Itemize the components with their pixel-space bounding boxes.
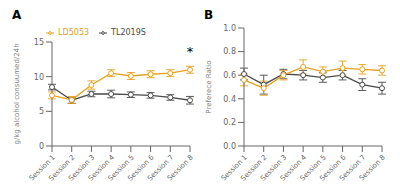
svg-text:0.4: 0.4 (223, 95, 236, 104)
svg-text:Session 1: Session 1 (27, 153, 57, 183)
svg-text:Session 3: Session 3 (67, 153, 97, 183)
svg-text:5: 5 (39, 107, 44, 116)
html-text:TL2019S: TL2019S (111, 28, 146, 37)
svg-text:Session 4: Session 4 (278, 153, 309, 183)
svg-text:15: 15 (34, 38, 44, 47)
svg-text:0.0: 0.0 (223, 142, 236, 151)
svg-text:Session 5: Session 5 (106, 153, 136, 183)
svg-text:0.8: 0.8 (223, 47, 236, 56)
svg-text:Session 3: Session 3 (259, 153, 289, 183)
svg-text:Session 8: Session 8 (358, 153, 387, 182)
svg-text:1.0: 1.0 (223, 24, 236, 33)
svg-text:Session 7: Session 7 (145, 153, 176, 183)
svg-text:Session 2: Session 2 (239, 153, 269, 183)
svg-text:Session 4: Session 4 (86, 153, 117, 183)
svg-text:0.6: 0.6 (223, 71, 236, 80)
svg-text:10: 10 (34, 73, 44, 82)
html-text:B: B (204, 8, 214, 22)
svg-text:Session 8: Session 8 (166, 153, 195, 182)
svg-text:Session 7: Session 7 (337, 153, 368, 183)
html-text:A: A (12, 8, 22, 22)
svg-text:*: * (187, 44, 194, 59)
svg-text:Preferece Ratio: Preferece Ratio (205, 60, 213, 113)
svg-text:Session 1: Session 1 (219, 153, 249, 183)
svg-text:0: 0 (39, 142, 44, 151)
svg-text:Session 6: Session 6 (126, 153, 156, 183)
svg-text:Session 5: Session 5 (298, 153, 328, 183)
svg-text:Session 6: Session 6 (318, 153, 348, 183)
svg-text:Session 2: Session 2 (47, 153, 77, 183)
svg-text:0.2: 0.2 (223, 118, 236, 127)
html-text:LD5053: LD5053 (58, 28, 90, 37)
svg-text:g/kg alcohol consuumed/24h: g/kg alcohol consuumed/24h (13, 43, 21, 144)
